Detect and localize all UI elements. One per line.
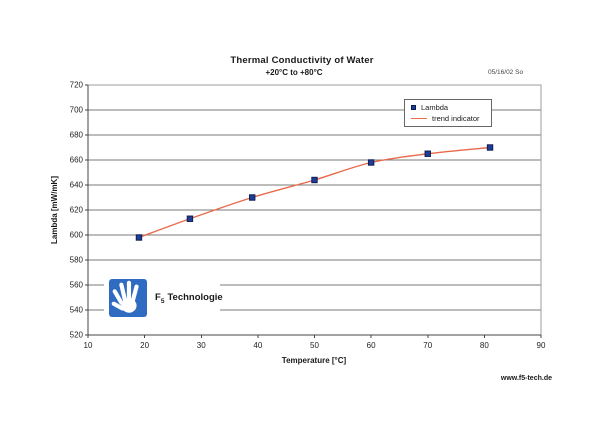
trend-line-swatch — [411, 118, 427, 119]
hand-icon — [111, 280, 139, 313]
y-tick-label: 560 — [70, 281, 84, 290]
y-tick-label: 720 — [70, 81, 84, 90]
x-tick-label: 50 — [310, 341, 319, 350]
y-tick-label: 620 — [70, 206, 84, 215]
x-tick-label: 10 — [84, 341, 93, 350]
data-point-marker — [424, 150, 431, 157]
legend: Lambda trend indicator — [404, 99, 492, 127]
company-name-sub: 5 — [160, 297, 165, 305]
website-url: www.f5-tech.de — [500, 375, 552, 382]
trend-line — [138, 146, 491, 239]
legend-label-trend: trend indicator — [432, 114, 480, 123]
y-tick-label: 700 — [70, 106, 84, 115]
x-tick-label: 30 — [197, 341, 206, 350]
x-tick-label: 70 — [423, 341, 432, 350]
y-tick-label: 540 — [70, 306, 84, 315]
legend-label-lambda: Lambda — [421, 103, 449, 112]
y-tick-label: 660 — [70, 156, 84, 165]
x-tick-label: 90 — [537, 341, 546, 350]
x-tick-label: 20 — [140, 341, 149, 350]
x-tick-label: 60 — [367, 341, 376, 350]
lambda-marker-swatch — [411, 105, 416, 110]
chart-title: Thermal Conductivity of Water — [230, 55, 374, 66]
company-name: F5 Technologie — [155, 292, 223, 305]
data-point-marker — [486, 144, 494, 151]
date-stamp: 05/16/02 So — [488, 69, 524, 76]
x-axis-title: Temperature [°C] — [281, 356, 347, 365]
y-tick-label: 640 — [70, 181, 84, 190]
y-tick-label: 520 — [70, 331, 84, 340]
data-point-marker — [135, 234, 143, 241]
company-logo: F5 Technologie — [104, 276, 223, 320]
y-tick-label: 600 — [70, 231, 84, 240]
hand-logo-icon — [109, 279, 147, 317]
data-point-marker — [311, 176, 318, 184]
x-tick-label: 40 — [253, 341, 262, 350]
data-point-marker — [249, 194, 256, 201]
company-name-rest: Technologie — [167, 291, 223, 303]
legend-entry-trend: trend indicator — [411, 114, 486, 123]
y-tick-label: 580 — [70, 256, 84, 265]
x-tick-label: 80 — [480, 341, 489, 350]
legend-entry-lambda: Lambda — [411, 103, 486, 112]
data-point-marker — [186, 215, 194, 222]
company-name-f: F — [155, 291, 161, 303]
y-axis-title: Lambda [mW/mK] — [50, 176, 59, 244]
chart-subtitle: +20°C to +80°C — [265, 68, 323, 77]
data-point-marker — [367, 159, 375, 166]
y-tick-label: 680 — [70, 131, 84, 140]
